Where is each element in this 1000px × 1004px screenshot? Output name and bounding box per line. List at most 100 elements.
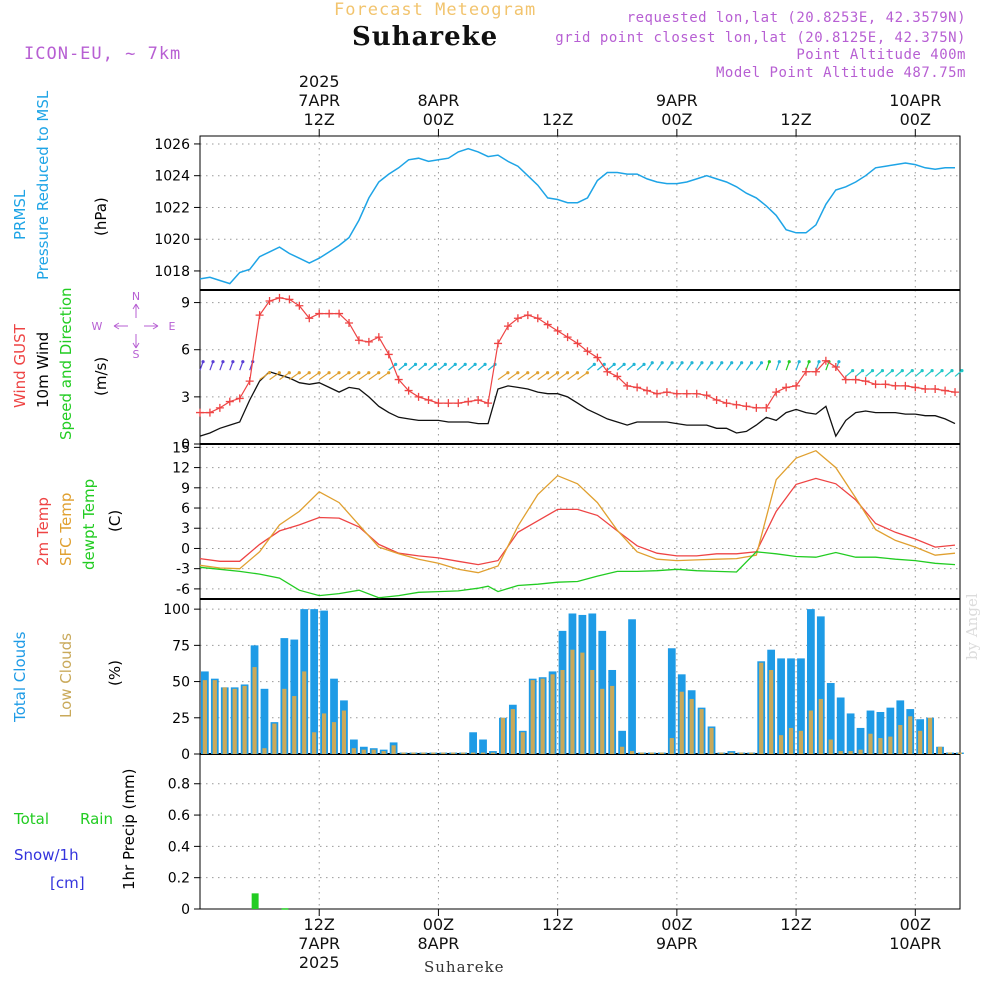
wind-arrow-head (749, 361, 754, 365)
wind-arrow-head (612, 362, 616, 366)
precip-panel: 0 0.2 0.4 0.6 0.8 (168, 753, 961, 918)
pressure-label-prmsl: PRMSL (11, 189, 29, 240)
wind-arrow-head (585, 371, 589, 375)
low-cloud-bar (212, 680, 217, 754)
low-cloud-bar (649, 752, 655, 754)
low-cloud-bar (302, 671, 307, 754)
model-label: ICON-EU, ~ 7km (24, 44, 182, 64)
total-cloud-bar (886, 707, 895, 754)
wind-arrow-head (443, 362, 447, 366)
bottom-location-label: Suhareke (424, 958, 505, 976)
low-cloud-bar (957, 752, 962, 754)
snow-unit: [cm] (50, 874, 85, 892)
low-cloud-bar (321, 713, 327, 754)
wind-ytick-label: 9 (181, 296, 190, 312)
low-cloud-bar (580, 652, 585, 754)
total-cloud-bar (320, 610, 328, 754)
wind-arrow-head (797, 360, 801, 364)
wind-arrow-head (851, 369, 855, 373)
gust-marker (533, 314, 542, 323)
wind-arrow-head (463, 362, 467, 366)
total-rain-label-rain: Rain (80, 810, 113, 828)
low-cloud-bar (471, 752, 476, 754)
low-cloud-bar (788, 727, 794, 754)
wind-arrow-head (807, 360, 811, 364)
pressure-panel: 1018 1020 1022 1024 1026 (154, 135, 961, 291)
low-cloud-bar (868, 733, 873, 754)
low-cloud-bar (669, 738, 674, 754)
wind-arrow (547, 372, 558, 381)
low-cloud-bar (530, 680, 535, 754)
low-cloud-bar (778, 735, 784, 754)
low-cloud-bar (689, 698, 694, 754)
gust-marker (563, 333, 572, 342)
top-time-label: 10APR (889, 91, 941, 110)
gust-marker (682, 389, 691, 398)
precip-ytick-label: 0.6 (168, 808, 190, 824)
gust-marker (941, 386, 950, 395)
gust-marker (394, 375, 403, 384)
wind-arrow-head (602, 362, 606, 366)
gust-marker (772, 388, 781, 397)
clouds-unit: (%) (106, 660, 124, 686)
low-cloud-bar (500, 717, 505, 754)
wind-arrow-head (660, 361, 664, 365)
sfc_temp-line (199, 449, 956, 574)
wind-arrow-head (565, 371, 570, 375)
temp2m-label: 2m Temp (34, 497, 52, 566)
wind-arrow-head (960, 369, 964, 373)
bottom-time-label: 00Z (900, 915, 931, 934)
low-cloud-bar (222, 687, 227, 754)
gust-marker (434, 399, 443, 408)
gust-marker (275, 293, 284, 302)
total-cloud-bar (826, 683, 835, 754)
low-cloud-bar (560, 669, 565, 754)
bottom-time-label: 8APR (417, 934, 459, 953)
gust-marker (215, 403, 224, 412)
model-point-altitude: Model Point Altitude 487.75m (715, 65, 966, 81)
pressure-ytick-label: 1018 (154, 264, 190, 280)
low-cloud-bar (629, 751, 635, 754)
low-cloud-bar (272, 723, 277, 754)
wind-arrow-head (241, 360, 245, 364)
clouds-ytick-label: 100 (163, 602, 190, 618)
wind-arrow (527, 372, 539, 381)
wind-arrow-head (930, 369, 934, 373)
low-cloud-bar (401, 752, 406, 754)
total-cloud-bar (876, 711, 885, 754)
gust-marker (782, 383, 791, 392)
gust-marker (573, 339, 582, 348)
low-cloud-bar (818, 698, 823, 754)
gust-marker (613, 372, 622, 381)
wind-arrow-head (787, 360, 791, 364)
gust-marker (802, 367, 811, 376)
wind-arrow-head (267, 371, 272, 375)
low-cloud-bar (331, 722, 337, 754)
wind-arrow-head (327, 371, 331, 375)
gust-marker (295, 301, 304, 310)
wind-arrow-head (767, 360, 771, 364)
low-cloud-bar (878, 738, 883, 754)
total-cloud-bar (836, 697, 845, 754)
gust-marker (672, 389, 681, 398)
wind-arrow-head (650, 361, 654, 365)
pressure-ytick-label: 1022 (154, 200, 190, 216)
compass-s: S (133, 348, 140, 361)
low-cloud-bar (520, 732, 525, 754)
wind-arrow-head (837, 360, 841, 364)
wind-arrow-head (211, 360, 215, 364)
low-cloud-bar (421, 752, 426, 754)
total-cloud-bar (777, 658, 785, 754)
wind-arrow-head (680, 361, 684, 365)
low-cloud-bar (341, 710, 347, 754)
bottom-time-label: 12Z (304, 915, 335, 934)
gust-label: Wind GUST (11, 323, 29, 408)
total-cloud-bar (846, 713, 855, 754)
precip-ytick-label: 0 (181, 902, 190, 918)
wind-unit: (m/s) (92, 357, 110, 396)
low-cloud-bar (739, 752, 744, 754)
gust-marker (354, 336, 363, 345)
total-cloud-bar (797, 658, 805, 754)
wind-arrow-head (670, 361, 674, 365)
